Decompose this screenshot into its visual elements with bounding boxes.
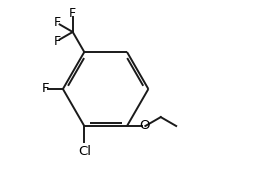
- Text: F: F: [53, 35, 60, 48]
- Text: O: O: [139, 119, 150, 132]
- Text: F: F: [69, 7, 76, 20]
- Text: F: F: [42, 82, 49, 96]
- Text: F: F: [53, 16, 60, 29]
- Text: Cl: Cl: [78, 145, 91, 158]
